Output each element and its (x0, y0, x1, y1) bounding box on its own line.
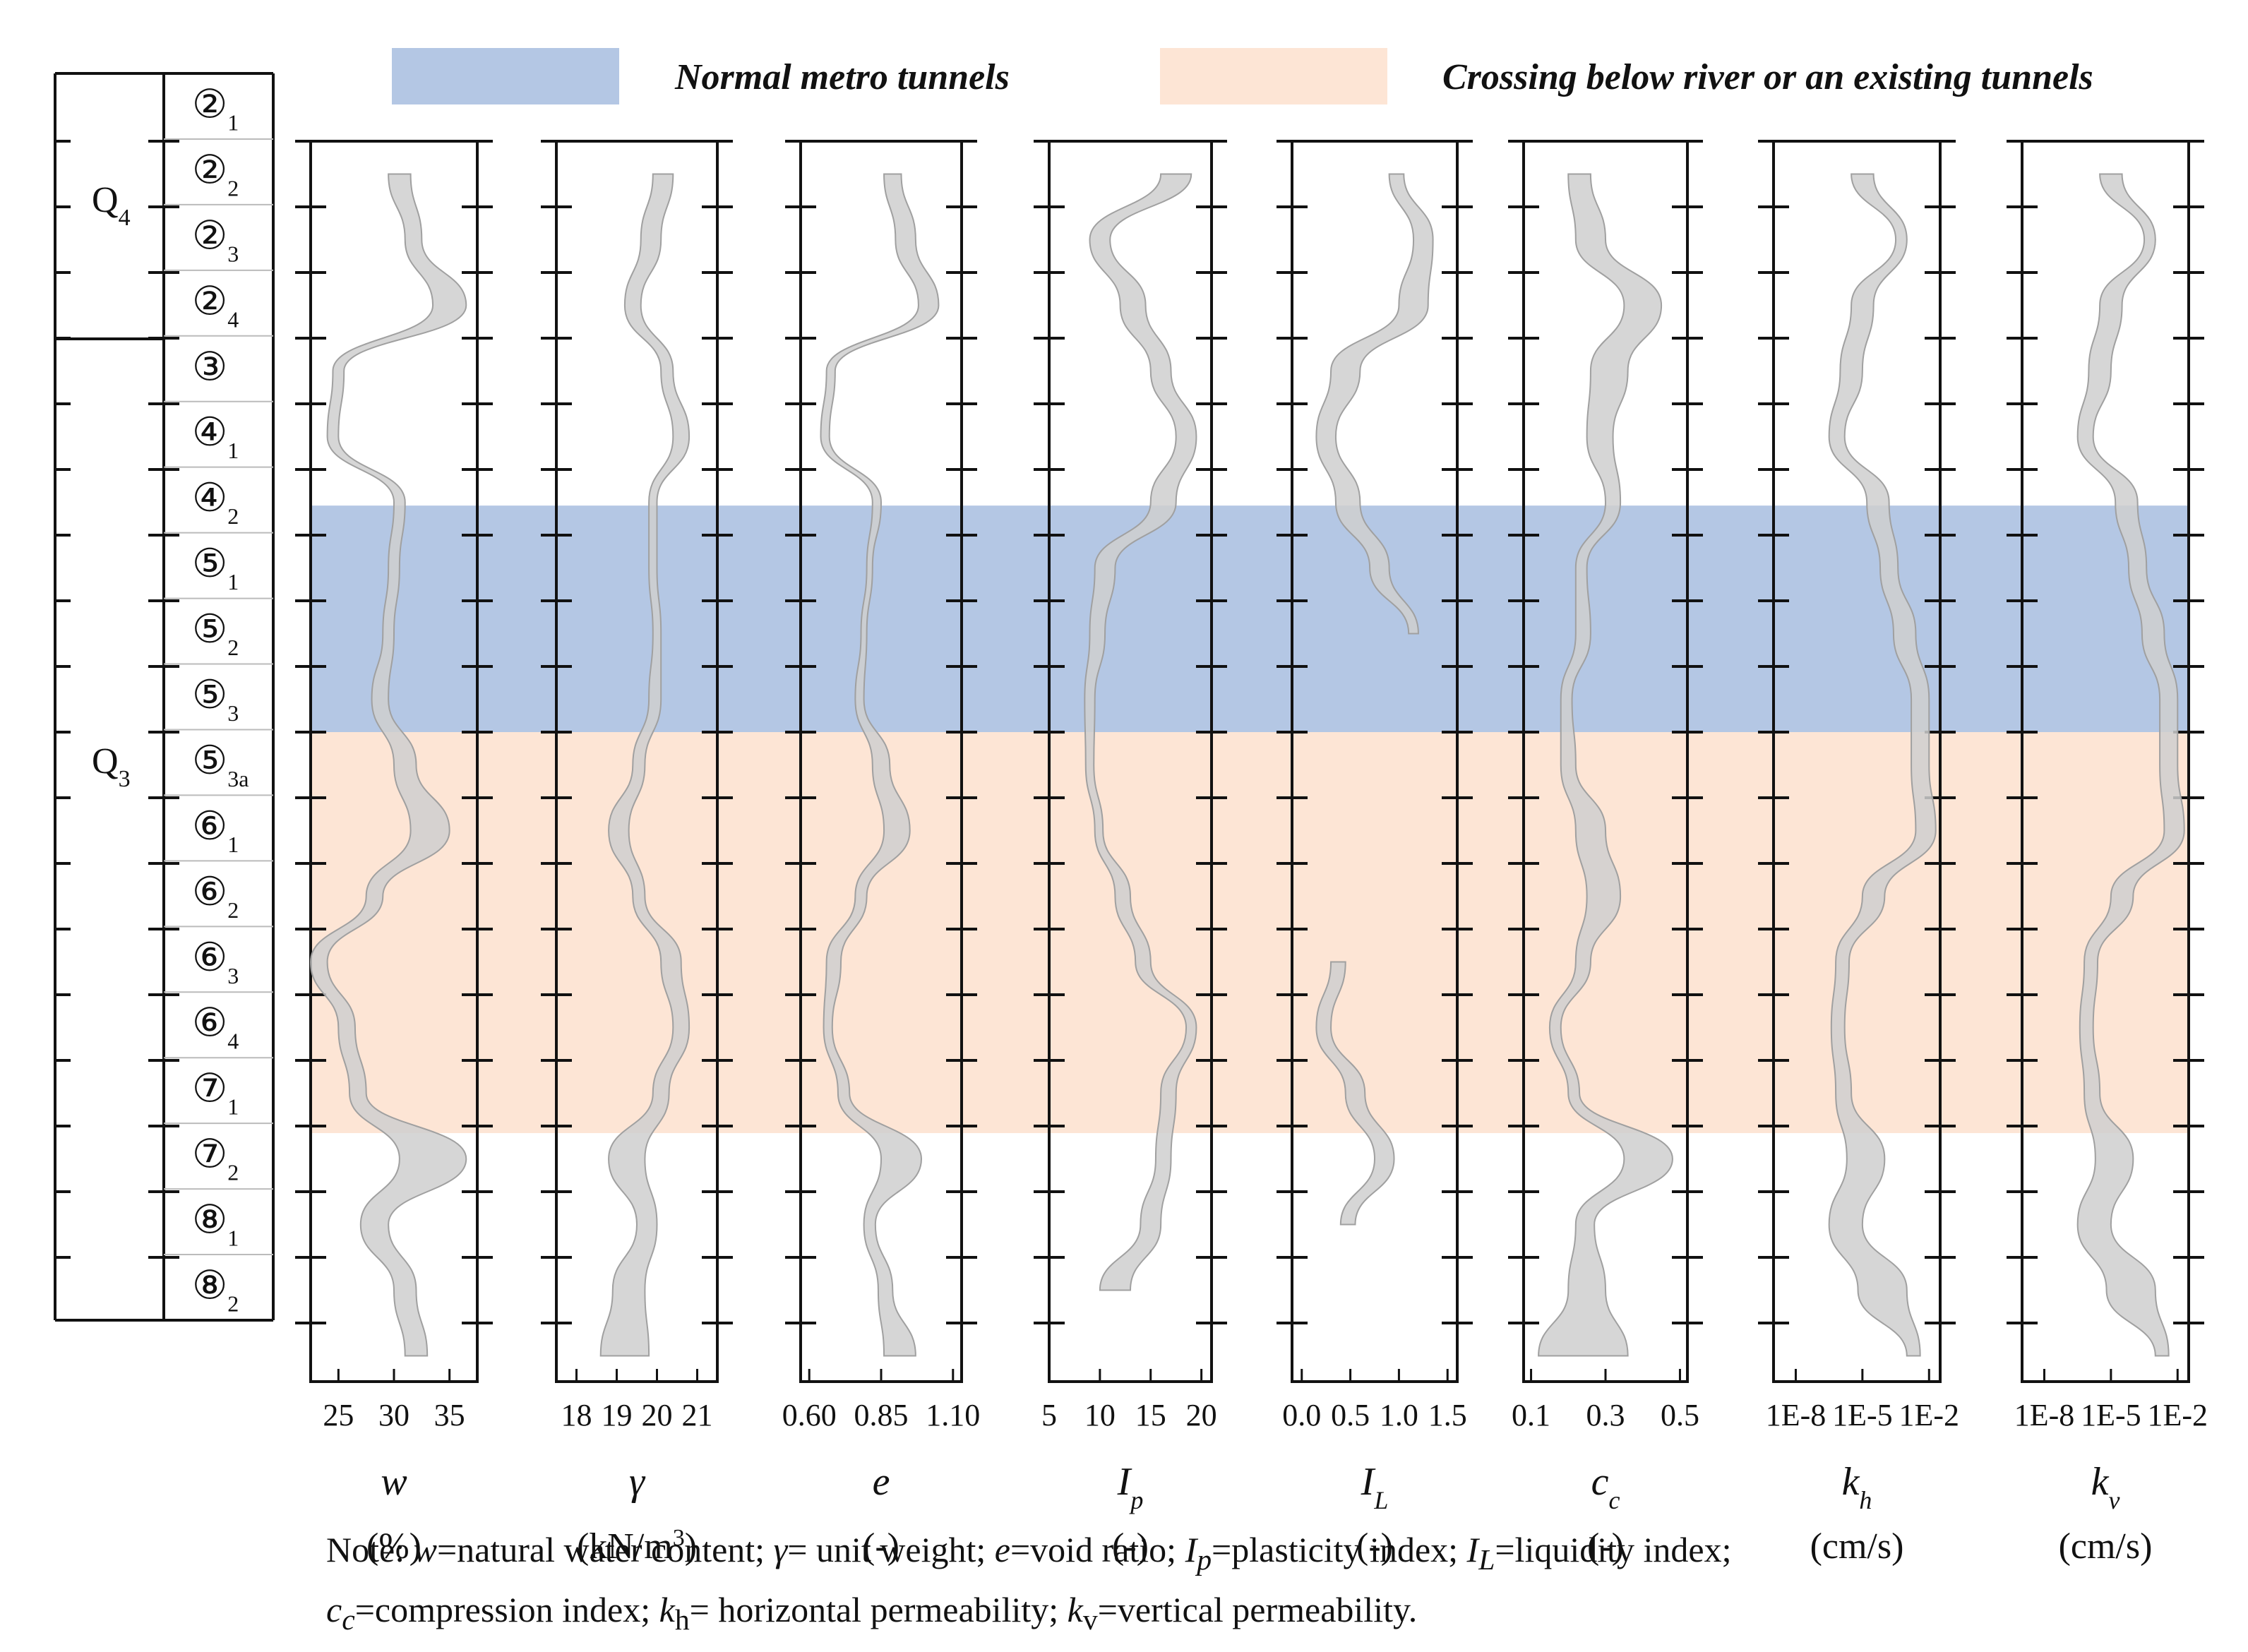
panel-e: 0.60 0.85 1.10 e (-) (782, 140, 980, 1567)
axis-symbol: IL (1361, 1460, 1389, 1514)
axis-unit: (-) (863, 1526, 899, 1567)
layer-label: ②1 (192, 83, 239, 135)
x-tick-label: 18 (561, 1398, 592, 1432)
axis-unit: (-) (1587, 1526, 1624, 1567)
x-tick-label: 1E-8 (1766, 1398, 1826, 1432)
note-line-2: cc=compression index; kh= horizontal per… (326, 1590, 1418, 1636)
property-panels: 25 30 35 w (%) 18 19 20 21 γ (kN/m3) 0.60 0.85 1.10 e (… (295, 140, 2208, 1567)
age-group-label: Q3 (92, 741, 131, 792)
legend-swatch-crossing (1160, 48, 1387, 104)
panel-frame (2021, 140, 2190, 1383)
property-range-band (599, 173, 690, 1357)
x-tick-label: 0.0 (1282, 1398, 1321, 1432)
x-tick-label: 1.10 (926, 1398, 980, 1432)
x-tick-label: 5 (1041, 1398, 1057, 1432)
legend-label-normal: Normal metro tunnels (674, 57, 1010, 97)
axis-unit: (cm/s) (1810, 1526, 1904, 1567)
panel-frame (1772, 140, 1942, 1383)
x-tick-label: 0.60 (782, 1398, 837, 1432)
layer-label: ②3 (192, 214, 239, 266)
note-line-1: Note: w=natural water content; γ= unit w… (326, 1530, 1732, 1576)
layer-label: ⑥2 (192, 870, 239, 923)
axis-unit: (kN/m3) (577, 1525, 697, 1567)
x-tick-label: 21 (682, 1398, 713, 1432)
property-range-band (1315, 173, 1434, 635)
x-tick-label: 0.5 (1331, 1398, 1370, 1432)
axis-symbol: w (381, 1460, 407, 1504)
property-range-band (1538, 173, 1673, 1357)
axis-unit: (-) (1356, 1526, 1393, 1567)
panel-frame (1048, 140, 1213, 1383)
panel-IL: 0.0 0.5 1.0 1.5 IL (-) (1277, 140, 1473, 1567)
panel-Ip: 5 10 15 20 Ip (-) (1034, 140, 1227, 1567)
x-tick-label: 1E-5 (2081, 1398, 2141, 1432)
x-tick-label: 1E-2 (2148, 1398, 2208, 1432)
panel-frame (1291, 140, 1459, 1383)
legend-swatch-normal (392, 48, 619, 104)
layer-label: ⑥1 (192, 805, 239, 857)
axis-unit: (cm/s) (2059, 1526, 2153, 1567)
x-tick-label: 1.5 (1428, 1398, 1467, 1432)
panel-kh: 1E-8 1E-5 1E-2 kh (cm/s) (1758, 140, 1960, 1567)
normal-tunnel-band (311, 505, 2189, 732)
layer-label: ⑦2 (192, 1133, 239, 1185)
x-tick-label: 0.1 (1512, 1398, 1550, 1432)
x-tick-label: 35 (434, 1398, 465, 1432)
x-tick-label: 1E-8 (2014, 1398, 2075, 1432)
x-tick-label: 0.3 (1586, 1398, 1625, 1432)
layer-label: ⑧2 (192, 1264, 239, 1317)
layer-label: ⑦1 (192, 1067, 239, 1120)
layer-label: ⑧1 (192, 1199, 239, 1251)
x-tick-label: 1E-2 (1899, 1398, 1960, 1432)
x-tick-label: 0.85 (854, 1398, 909, 1432)
axis-symbol: kh (1842, 1460, 1872, 1514)
layer-label: ②4 (192, 280, 239, 332)
layer-label: ⑥3 (192, 936, 239, 988)
axis-symbol: kv (2091, 1460, 2120, 1514)
legend-label-crossing: Crossing below river or an existing tunn… (1442, 57, 2093, 97)
panel-cc: 0.1 0.3 0.5 cc (-) (1508, 140, 1703, 1567)
layer-label: ④1 (192, 411, 239, 463)
panel-gamma: 18 19 20 21 γ (kN/m3) (541, 140, 733, 1567)
figure-note: Note: w=natural water content; γ= unit w… (326, 1525, 2232, 1645)
x-tick-label: 10 (1084, 1398, 1116, 1432)
x-tick-label: 0.5 (1661, 1398, 1699, 1432)
axis-symbol: Ip (1117, 1460, 1144, 1514)
layer-label: ⑤3a (192, 739, 249, 791)
layer-label: ⑤1 (192, 542, 239, 594)
x-tick-label: 19 (602, 1398, 633, 1432)
x-tick-label: 1.0 (1380, 1398, 1418, 1432)
crossing-band (311, 732, 2189, 1133)
layer-label: ④2 (192, 477, 239, 529)
x-tick-label: 25 (323, 1398, 354, 1432)
age-group-label: Q4 (92, 180, 131, 231)
axis-symbol: e (873, 1460, 890, 1504)
x-tick-label: 30 (378, 1398, 409, 1432)
x-tick-label: 15 (1135, 1398, 1166, 1432)
x-tick-label: 1E-5 (1832, 1398, 1893, 1432)
x-tick-label: 20 (1186, 1398, 1217, 1432)
axis-unit: (-) (1112, 1526, 1149, 1567)
property-range-band (2076, 173, 2185, 1357)
axis-symbol: γ (629, 1460, 646, 1504)
layer-label: ⑤3 (192, 674, 239, 726)
axis-symbol: cc (1591, 1460, 1620, 1514)
property-range-band (1315, 961, 1395, 1226)
property-range-band (1828, 173, 1937, 1357)
panel-frame (555, 140, 719, 1383)
layer-label: ⑤2 (192, 608, 239, 660)
layer-label: ⑥4 (192, 1002, 239, 1054)
panel-w: 25 30 35 w (%) (295, 140, 493, 1567)
axis-unit: (%) (366, 1526, 422, 1567)
property-range-band (820, 173, 940, 1357)
legend: Normal metro tunnels Crossing below rive… (392, 48, 2093, 104)
property-range-band (1084, 173, 1197, 1291)
strata-column: Q4 Q3 ②1 ②2 ②3 ②4 ③ ④1 ④2 ⑤1 ⑤2 ⑤3 ⑤3a ⑥1 ⑥2 ⑥3 ⑥4 ⑦1 ⑦2 ⑧1… (54, 72, 275, 1322)
panel-kv: 1E-8 1E-5 1E-2 kv (cm/s) (2007, 140, 2208, 1567)
property-range-band (309, 173, 467, 1357)
x-tick-label: 20 (642, 1398, 673, 1432)
layer-label: ②2 (192, 148, 239, 200)
layer-label: ③ (192, 345, 227, 389)
